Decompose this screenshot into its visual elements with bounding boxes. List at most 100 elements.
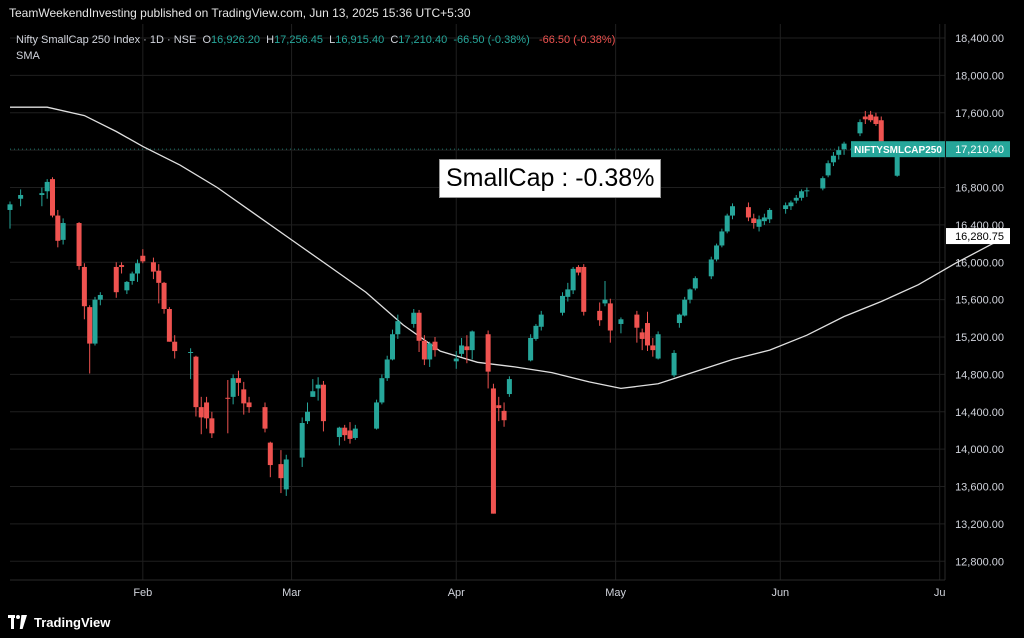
candle[interactable] [7, 204, 13, 210]
candle[interactable] [241, 389, 247, 404]
candle[interactable] [395, 321, 401, 335]
candle[interactable] [411, 312, 417, 324]
candle[interactable] [135, 263, 140, 274]
candle[interactable] [140, 255, 146, 262]
candle[interactable] [538, 314, 544, 327]
candle[interactable] [230, 378, 236, 397]
candle[interactable] [336, 427, 342, 438]
candle[interactable] [719, 231, 725, 246]
candle[interactable] [315, 384, 321, 389]
candle[interactable] [804, 190, 810, 192]
candle[interactable] [188, 351, 194, 353]
candle[interactable] [655, 334, 661, 359]
candle[interactable] [634, 314, 640, 328]
candle[interactable] [793, 197, 799, 201]
candle[interactable] [650, 345, 656, 351]
candle[interactable] [602, 299, 608, 304]
candle[interactable] [464, 346, 470, 351]
candle[interactable] [347, 430, 353, 439]
candle[interactable] [119, 265, 125, 267]
candle[interactable] [496, 405, 502, 409]
candle[interactable] [645, 323, 650, 346]
candle[interactable] [825, 163, 831, 176]
candle[interactable] [156, 270, 162, 283]
candle[interactable] [416, 312, 422, 341]
candle[interactable] [682, 299, 688, 316]
candle[interactable] [374, 402, 380, 429]
candle[interactable] [352, 428, 358, 438]
candle[interactable] [299, 423, 305, 458]
candle[interactable] [528, 337, 534, 361]
candle[interactable] [575, 266, 581, 273]
candle[interactable] [76, 223, 82, 267]
candle[interactable] [756, 219, 762, 227]
candle[interactable] [836, 150, 842, 155]
candle[interactable] [841, 143, 847, 150]
candle[interactable] [724, 215, 730, 232]
candle[interactable] [209, 418, 215, 434]
candle[interactable] [166, 309, 172, 342]
candle[interactable] [581, 266, 587, 312]
brand[interactable]: TradingView [8, 612, 110, 632]
candle[interactable] [124, 281, 130, 291]
candle[interactable] [262, 407, 268, 429]
candle[interactable] [453, 358, 459, 362]
candle[interactable] [501, 410, 507, 421]
candle[interactable] [878, 120, 884, 149]
candle[interactable] [745, 207, 751, 218]
candle[interactable] [485, 334, 491, 372]
candle[interactable] [204, 402, 210, 419]
candle[interactable] [60, 223, 66, 240]
candle[interactable] [783, 205, 789, 210]
candle[interactable] [868, 114, 874, 121]
candle[interactable] [342, 427, 348, 436]
candle[interactable] [639, 332, 645, 339]
candle[interactable] [310, 391, 316, 397]
candle[interactable] [55, 215, 61, 241]
candle[interactable] [421, 340, 427, 360]
candle[interactable] [384, 359, 390, 379]
candle[interactable] [788, 202, 794, 207]
candle[interactable] [92, 299, 98, 344]
candle[interactable] [50, 179, 55, 216]
chart[interactable]: 18,400.0018,000.0017,600.0017,200.0016,8… [0, 0, 1024, 606]
candle[interactable] [618, 319, 624, 324]
candle[interactable] [857, 122, 863, 134]
candle[interactable] [39, 193, 45, 196]
candle[interactable] [751, 218, 757, 224]
candle[interactable] [607, 303, 613, 331]
candle[interactable] [490, 388, 496, 514]
candle[interactable] [193, 356, 199, 408]
annotation-box[interactable]: SmallCap : -0.38% [439, 159, 662, 198]
candle[interactable] [676, 314, 682, 324]
candle[interactable] [708, 259, 714, 277]
candle[interactable] [820, 178, 826, 189]
candle[interactable] [714, 245, 720, 260]
candle[interactable] [379, 378, 385, 403]
candle[interactable] [81, 266, 87, 307]
candle[interactable] [432, 341, 438, 351]
candle[interactable] [799, 191, 805, 198]
symbol-label[interactable]: Nifty SmallCap 250 Index · 1D · NSE [16, 34, 197, 46]
candle[interactable] [267, 442, 273, 466]
candle[interactable] [459, 345, 465, 354]
candle[interactable] [246, 402, 252, 408]
candle[interactable] [767, 209, 773, 220]
candle[interactable] [862, 116, 868, 120]
candle[interactable] [687, 289, 693, 300]
candle[interactable] [44, 181, 50, 192]
candle[interactable] [283, 459, 289, 490]
candle[interactable] [894, 149, 900, 176]
candle[interactable] [427, 343, 433, 360]
candle[interactable] [830, 155, 836, 163]
candle[interactable] [570, 268, 576, 291]
candle[interactable] [565, 289, 571, 297]
candle[interactable] [87, 307, 93, 344]
candle[interactable] [305, 411, 310, 422]
candle[interactable] [761, 217, 767, 222]
candle[interactable] [18, 195, 24, 199]
sma-indicator-label[interactable]: SMA [16, 50, 40, 62]
candle[interactable] [506, 379, 512, 395]
candle[interactable] [225, 397, 231, 399]
candle[interactable] [161, 282, 167, 310]
